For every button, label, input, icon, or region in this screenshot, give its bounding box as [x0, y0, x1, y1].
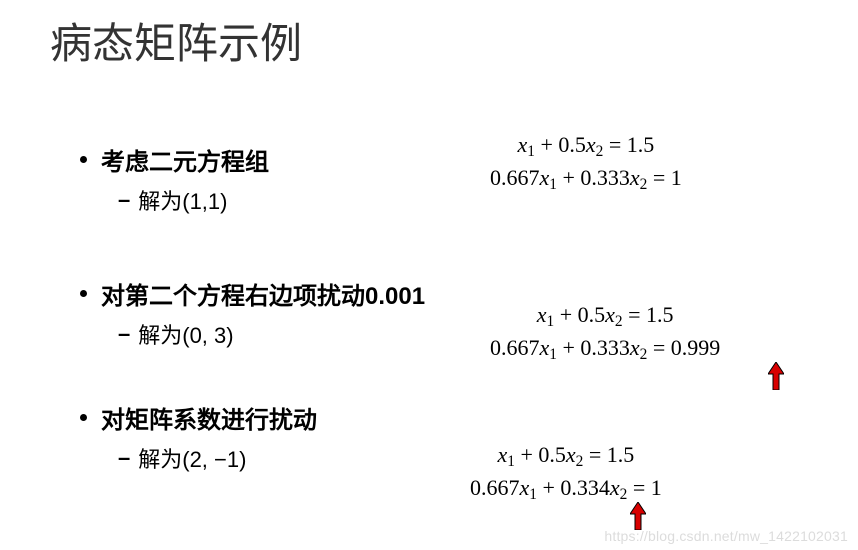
bullet-1-text: 考虑二元方程组 — [101, 142, 269, 177]
bullet-dot-icon — [80, 290, 87, 297]
equation-system-2: x1 + 0.5x2 = 1.5 0.667x1 + 0.333x2 = 0.9… — [490, 300, 720, 365]
bullet-3-sub: – 解为(2, −1) — [118, 442, 246, 474]
bullet-3: 对矩阵系数进行扰动 — [80, 400, 317, 435]
equation-system-3: x1 + 0.5x2 = 1.5 0.667x1 + 0.334x2 = 1 — [470, 440, 662, 505]
bullet-1-sub: – 解为(1,1) — [118, 184, 228, 216]
slide-title: 病态矩阵示例 — [50, 10, 302, 71]
bullet-dot-icon — [80, 414, 87, 421]
watermark-text: https://blog.csdn.net/mw_1422102031 — [604, 528, 848, 544]
bullet-2-text: 对第二个方程右边项扰动0.001 — [101, 276, 425, 311]
equation-3-line-2: 0.667x1 + 0.334x2 = 1 — [470, 473, 662, 506]
equation-1-line-2: 0.667x1 + 0.333x2 = 1 — [490, 163, 682, 196]
equation-2-line-2: 0.667x1 + 0.333x2 = 0.999 — [490, 333, 720, 366]
bullet-1: 考虑二元方程组 — [80, 142, 269, 177]
bullet-2-sub: – 解为(0, 3) — [118, 318, 234, 350]
dash-icon: – — [118, 321, 130, 347]
arrow-path — [630, 502, 646, 530]
equation-3-line-1: x1 + 0.5x2 = 1.5 — [470, 440, 662, 473]
equation-2-line-1: x1 + 0.5x2 = 1.5 — [490, 300, 720, 333]
bullet-dot-icon — [80, 156, 87, 163]
bullet-3-text: 对矩阵系数进行扰动 — [101, 400, 317, 435]
dash-icon: – — [118, 445, 130, 471]
bullet-2: 对第二个方程右边项扰动0.001 — [80, 276, 425, 311]
bullet-1-sub-text: 解为(1,1) — [138, 184, 227, 216]
up-arrow-icon — [630, 502, 646, 530]
dash-icon: – — [118, 187, 130, 213]
equation-system-1: x1 + 0.5x2 = 1.5 0.667x1 + 0.333x2 = 1 — [490, 130, 682, 195]
bullet-2-sub-text: 解为(0, 3) — [138, 318, 233, 350]
arrow-path — [768, 362, 784, 390]
up-arrow-icon — [768, 362, 784, 390]
equation-1-line-1: x1 + 0.5x2 = 1.5 — [490, 130, 682, 163]
bullet-3-sub-text: 解为(2, −1) — [138, 442, 246, 474]
